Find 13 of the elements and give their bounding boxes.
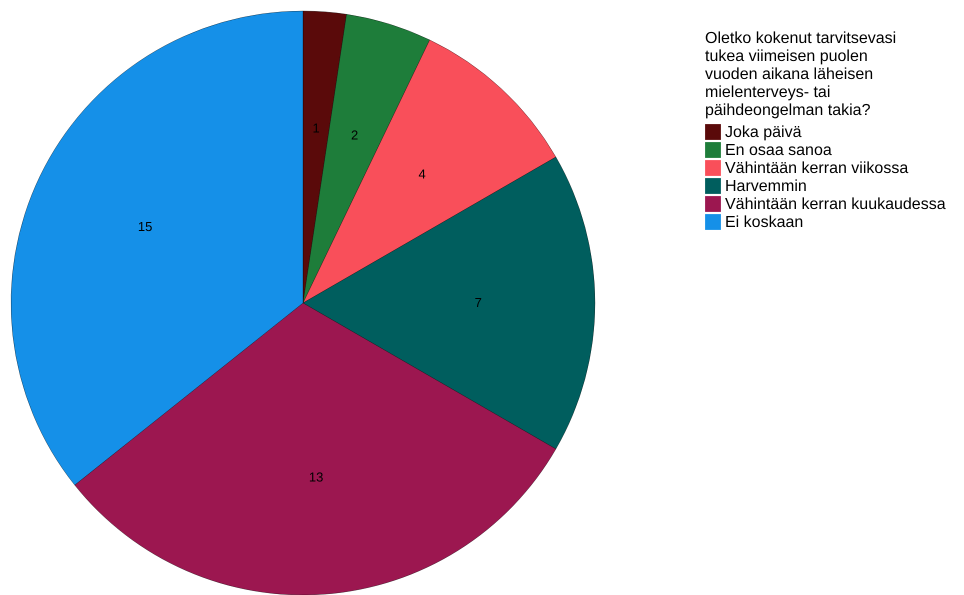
legend-title: Oletko kokenut tarvitsevasi tukea viimeisen puolen vuoden aikana läheisen mielenterveys- tai päihdeongelman takia? bbox=[705, 30, 896, 119]
data-label: 15 bbox=[138, 218, 152, 234]
legend-label: Vähintään kerran viikossa bbox=[725, 160, 908, 177]
legend-label: Joka päivä bbox=[725, 124, 802, 141]
data-label: 4 bbox=[418, 166, 426, 182]
legend-label: Vähintään kerran kuukaudessa bbox=[725, 196, 946, 213]
data-label: 13 bbox=[308, 470, 324, 485]
legend-label: Harvemmin bbox=[725, 178, 807, 195]
data-label: 1 bbox=[312, 120, 320, 136]
legend-label: Ei koskaan bbox=[725, 214, 804, 231]
legend-label: En osaa sanoa bbox=[725, 142, 832, 159]
data-label: 2 bbox=[351, 128, 358, 143]
data-label: 7 bbox=[474, 295, 482, 310]
